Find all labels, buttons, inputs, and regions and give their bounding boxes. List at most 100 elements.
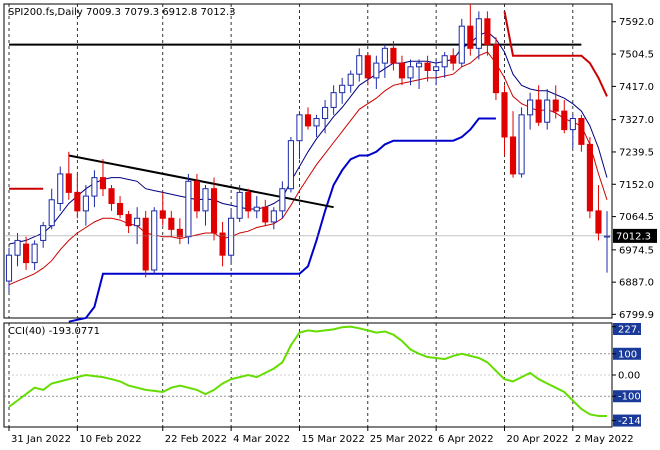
cci-line (8, 325, 607, 417)
candle-down (108, 188, 115, 204)
candle-down (467, 25, 474, 49)
candle-up (441, 55, 448, 68)
candle-down (450, 55, 457, 64)
y-tick-label: 7417.0 (619, 82, 654, 93)
candle-down (484, 18, 491, 46)
candle-down (561, 110, 568, 131)
candle-down (65, 173, 72, 193)
candle-down (210, 188, 218, 234)
candle-down (159, 210, 166, 219)
candle-up (202, 188, 209, 212)
candle-up (322, 106, 329, 120)
candle-up (82, 195, 89, 212)
candle-up (287, 140, 294, 190)
cci-panel: 227.6293 100 0.00 -100 -214.598 CCI(40) -193.… (3, 322, 660, 428)
candle-up (407, 66, 414, 79)
candle-up (347, 73, 354, 86)
x-tick-label: 25 Mar 2022 (370, 434, 433, 445)
overlay-line (68, 117, 496, 323)
candle-up (527, 99, 534, 116)
cci-y-tick-label: 227.6293 (618, 325, 660, 336)
x-tick-label: 6 Apr 2022 (438, 434, 493, 445)
candle-down (74, 191, 81, 212)
candle-down (125, 214, 132, 227)
candle-down (552, 99, 559, 112)
candle-up (339, 84, 346, 94)
candle-up (185, 180, 192, 238)
candle-down (176, 228, 183, 238)
candle-down (595, 210, 602, 234)
cci-y-tick-label: -100 (618, 392, 641, 403)
cci-title: CCI(40) -193.0771 (8, 326, 100, 337)
x-tick-label: 10 Feb 2022 (79, 434, 141, 445)
candle-up (228, 217, 235, 256)
x-tick-label: 2 May 2022 (575, 434, 634, 445)
candle-up (48, 199, 55, 227)
candle-down (364, 55, 371, 79)
candle-down (262, 206, 269, 223)
candle-down (398, 62, 406, 79)
cci-tick-box (613, 347, 641, 360)
candle-up (40, 225, 47, 241)
candle-up (236, 191, 243, 219)
x-tick-label: 22 Feb 2022 (165, 434, 227, 445)
candle-down (142, 217, 149, 271)
candle-up (253, 206, 260, 212)
candle-up (14, 239, 21, 256)
y-tick-label: 7152.0 (619, 180, 654, 191)
candle-down (492, 44, 500, 94)
x-tick-label: 20 Apr 2022 (506, 434, 568, 445)
candle-down (23, 243, 30, 264)
overlay-line (8, 31, 608, 245)
candle-up (544, 99, 551, 123)
overlay-line (8, 51, 608, 286)
candle-up (57, 173, 64, 204)
candle-up (296, 114, 303, 142)
cci-tick-box (613, 390, 641, 403)
candle-down (168, 217, 175, 230)
candle-up (91, 177, 98, 197)
candle-up (373, 62, 380, 79)
candle-up (270, 210, 277, 223)
candle-down (509, 136, 517, 175)
y-tick-label: 6799.9 (619, 310, 654, 321)
cci-y-tick-label: -214.598 (618, 416, 660, 427)
candle-up (381, 47, 388, 64)
chart-header: SPI200.fs,Daily 7009.3 7079.3 6912.8 701… (8, 7, 235, 18)
y-tick-label: 7327.0 (619, 115, 654, 126)
candle-up (475, 18, 482, 49)
candle-up (518, 114, 525, 175)
cci-tick-box (613, 323, 641, 335)
candle-down (501, 92, 508, 138)
candle-down (99, 177, 107, 190)
y-tick-label: 7064.5 (619, 212, 654, 223)
candle-down (535, 99, 542, 123)
cci-tick-box (613, 414, 641, 427)
cci-y-tick-label: 0.00 (618, 371, 640, 382)
candle-up (458, 25, 465, 64)
last-price-tag (613, 228, 657, 243)
y-tick-label: 6887.0 (619, 278, 654, 289)
last-price-label: 7012.3 (616, 231, 651, 242)
x-tick-label: 31 Jan 2022 (11, 434, 71, 445)
candle-down (390, 47, 397, 64)
candle-up (313, 118, 320, 127)
candle-up (31, 243, 38, 264)
candle-down (193, 180, 201, 212)
cci-y-tick-label: 100 (618, 349, 637, 360)
x-axis: 31 Jan 2022 10 Feb 2022 22 Feb 2022 4 Mar 2… (8, 427, 634, 445)
candle-down (245, 191, 252, 212)
candle-down (578, 118, 585, 145)
y-tick-label: 7592.0 (619, 17, 654, 28)
candle-down (424, 62, 431, 71)
trendline (68, 154, 334, 209)
candle-down (304, 114, 312, 127)
candle-down (586, 143, 593, 212)
candle-up (433, 66, 440, 71)
candle-down (116, 202, 124, 216)
x-tick-label: 15 Mar 2022 (301, 434, 364, 445)
candle-up (5, 254, 13, 282)
candle-up (134, 217, 141, 227)
candle-down (219, 232, 226, 256)
